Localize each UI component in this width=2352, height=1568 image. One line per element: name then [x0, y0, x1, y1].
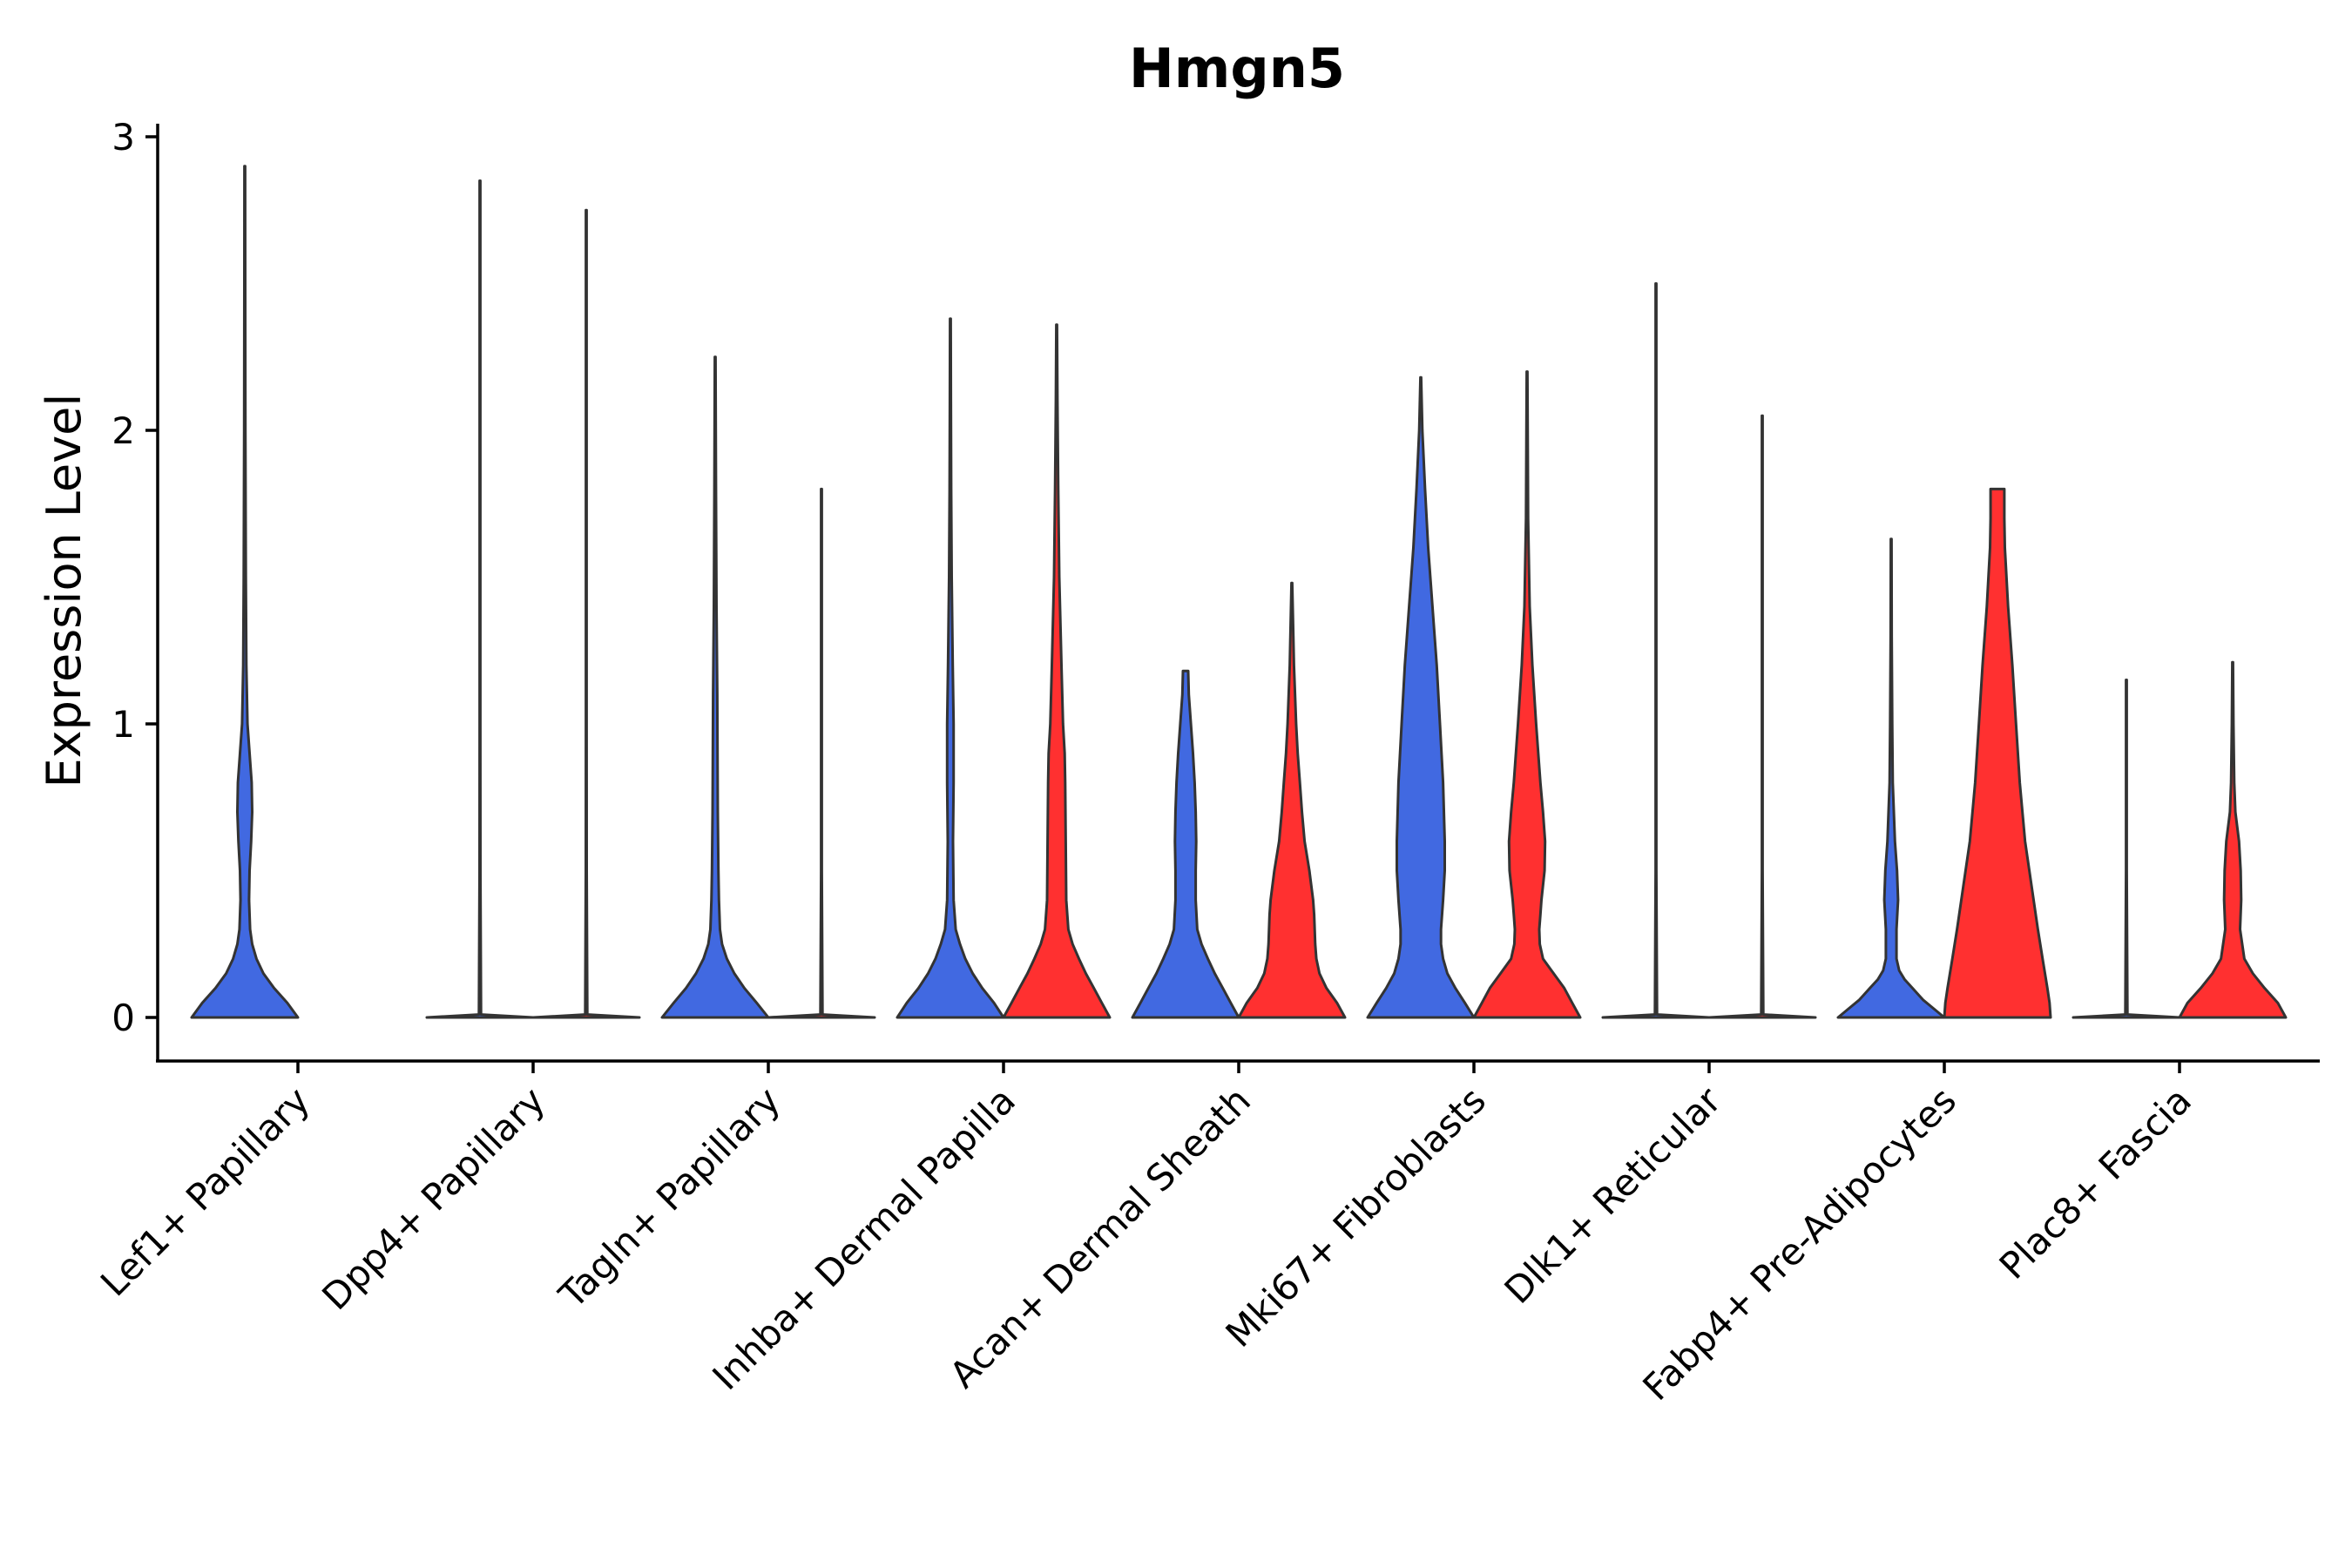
violin-blue	[1131, 669, 1240, 1019]
violin-blue	[425, 179, 535, 1019]
violin-red	[1707, 414, 1817, 1019]
y-tick-label: 1	[112, 703, 135, 746]
x-category-label: Lef1+ Papillary	[92, 1078, 318, 1304]
chart-title: Hmgn5	[1129, 37, 1345, 100]
x-category-label: Mki67+ Fibroblasts	[1218, 1078, 1494, 1355]
y-tick-label: 3	[112, 116, 135, 159]
violin-red	[1002, 323, 1112, 1019]
violin-blue	[660, 355, 770, 1019]
violin-red	[531, 208, 641, 1019]
violin-red	[1237, 581, 1347, 1019]
violin-blue	[1836, 537, 1946, 1019]
x-category-label: Tagln+ Papillary	[551, 1078, 788, 1316]
violins-layer	[190, 165, 2288, 1019]
violin-blue	[1601, 282, 1711, 1019]
violin-blue	[190, 165, 300, 1019]
violin-red	[767, 487, 876, 1019]
x-category-label: Dlk1+ Reticular	[1497, 1078, 1730, 1312]
y-tick-label: 2	[112, 409, 135, 452]
violin-red	[1943, 487, 2052, 1019]
violin-blue	[1366, 375, 1476, 1019]
y-tick-label: 0	[112, 997, 135, 1039]
violin-blue	[896, 317, 1005, 1019]
x-category-label: Plac8+ Fascia	[1991, 1078, 2200, 1287]
x-category-label: Dpp4+ Papillary	[314, 1078, 553, 1318]
violin-red	[2178, 660, 2288, 1019]
violin-blue	[2072, 679, 2181, 1019]
y-axis-label: Expression Level	[37, 394, 91, 788]
violin-red	[1472, 370, 1582, 1019]
y-ticks: 0 1 2 3	[112, 116, 158, 1039]
